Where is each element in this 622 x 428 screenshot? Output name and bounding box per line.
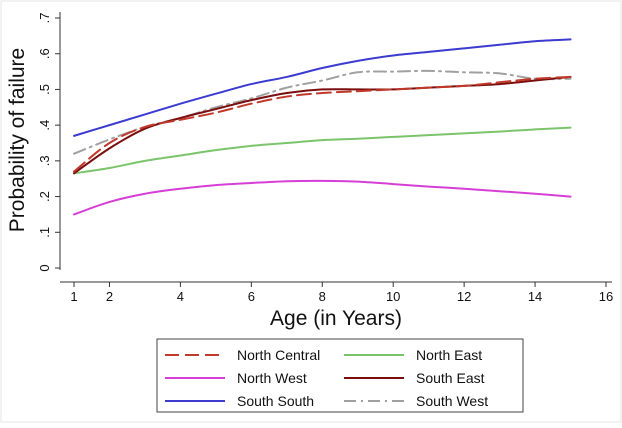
series-line-south-south	[73, 38, 572, 137]
legend: North Central North East North West South E…	[156, 338, 524, 413]
x-tick-label: 10	[386, 289, 400, 304]
y-tick-label: .3	[37, 155, 52, 166]
x-tick-label: 14	[528, 289, 542, 304]
y-tick-label: .1	[37, 227, 52, 238]
legend-box	[156, 338, 524, 413]
x-axis-label: Age (in Years)	[270, 307, 402, 330]
y-tick-label: .7	[37, 13, 52, 24]
x-tick-label: 6	[248, 289, 255, 304]
legend-label: North Central	[237, 347, 320, 363]
x-tick-label: 1	[70, 289, 77, 304]
series-line-north-east	[73, 126, 572, 175]
y-tick-label: 0	[37, 264, 52, 271]
legend-label: South South	[237, 393, 314, 409]
x-tick-group: 1 2 4 6 8 10 12 14 16	[70, 282, 613, 304]
y-tick-label: .5	[37, 84, 52, 95]
y-axis-label: Probability of failure	[6, 48, 29, 232]
x-tick-label: 8	[319, 289, 326, 304]
legend-label: South East	[416, 370, 485, 386]
series-line-north-central	[73, 75, 572, 173]
legend-label: South West	[416, 393, 488, 409]
x-tick-label: 12	[457, 289, 471, 304]
y-tick-group: 0 .1 .2 .3 .4 .5 .6 .7	[37, 13, 60, 272]
legend-label: North West	[237, 370, 307, 386]
x-tick-label: 4	[177, 289, 184, 304]
series-line-south-west	[73, 69, 572, 155]
series-group	[73, 38, 572, 216]
y-tick-label: .2	[37, 191, 52, 202]
x-tick-label: 2	[106, 289, 113, 304]
y-tick-label: .4	[37, 120, 52, 131]
series-line-north-west	[73, 179, 572, 216]
series-line-south-east	[73, 75, 572, 175]
x-tick-label: 16	[599, 289, 613, 304]
legend-label: North East	[416, 347, 482, 363]
y-tick-label: .6	[37, 48, 52, 59]
